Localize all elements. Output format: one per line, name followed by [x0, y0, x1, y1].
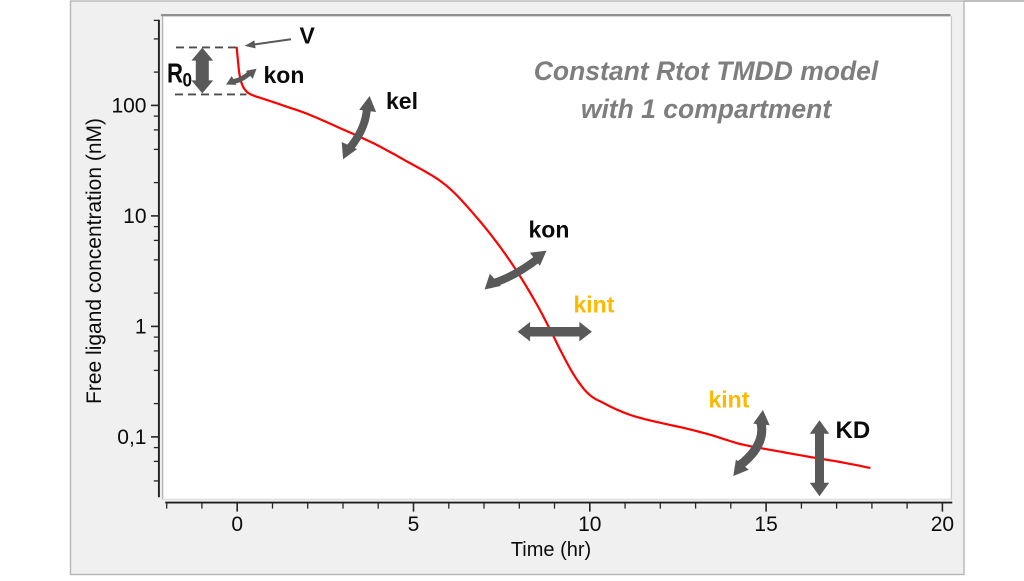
svg-text:kel: kel [386, 88, 418, 114]
svg-text:100: 100 [111, 95, 146, 118]
svg-text:R: R [167, 58, 183, 89]
svg-text:Time (hr): Time (hr) [511, 539, 591, 561]
svg-text:V: V [300, 23, 316, 49]
svg-text:kint: kint [574, 292, 615, 318]
svg-text:Constant Rtot TMDD model: Constant Rtot TMDD model [534, 56, 879, 86]
svg-text:0,1: 0,1 [117, 426, 146, 449]
svg-text:kint: kint [709, 387, 750, 413]
svg-text:0: 0 [183, 71, 193, 92]
svg-text:5: 5 [408, 513, 420, 536]
svg-text:kon: kon [529, 217, 570, 243]
svg-text:20: 20 [931, 513, 954, 536]
svg-text:KD: KD [836, 417, 871, 444]
svg-text:15: 15 [754, 513, 777, 536]
svg-text:10: 10 [123, 205, 146, 228]
svg-text:0: 0 [231, 513, 243, 536]
svg-text:10: 10 [578, 513, 601, 536]
svg-text:1: 1 [135, 316, 147, 339]
svg-text:with 1 compartment: with 1 compartment [581, 94, 832, 124]
svg-text:Free ligand concentration (nM): Free ligand concentration (nM) [83, 118, 106, 404]
svg-text:kon: kon [264, 62, 305, 88]
